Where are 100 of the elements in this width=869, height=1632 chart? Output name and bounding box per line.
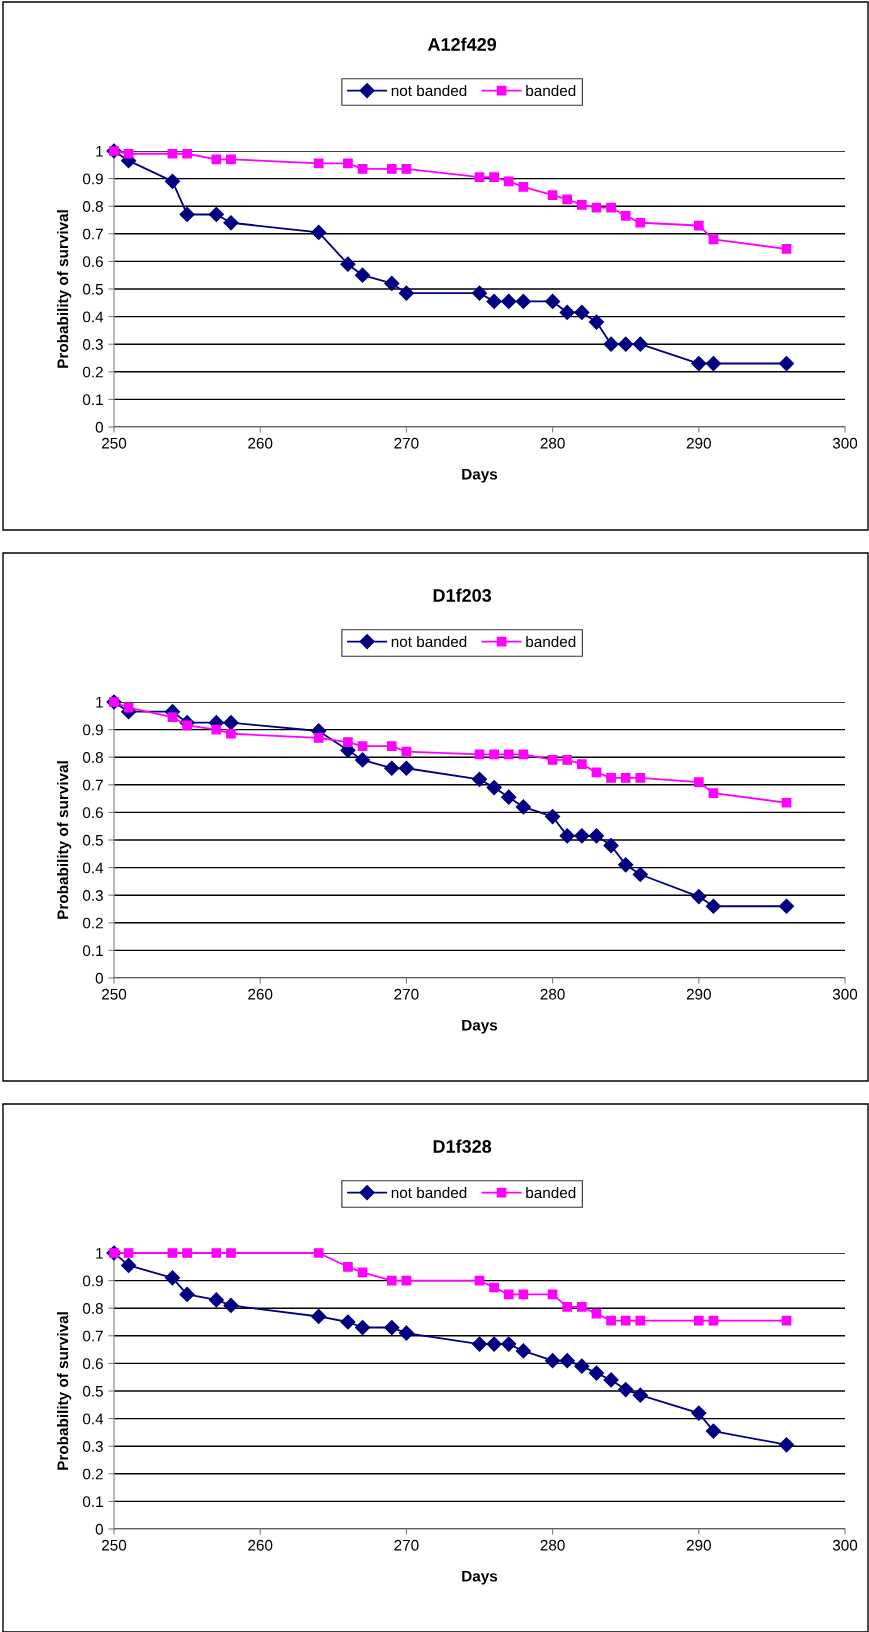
x-tick-label: 260 xyxy=(248,1539,273,1551)
point xyxy=(576,1301,587,1312)
point xyxy=(705,1423,721,1439)
point xyxy=(340,1314,356,1330)
x-tick-label: 300 xyxy=(832,437,858,449)
x-tick-label: 250 xyxy=(102,988,127,1000)
point xyxy=(167,148,178,159)
point xyxy=(311,1308,327,1325)
point xyxy=(562,194,573,205)
y-tick-label: 0 xyxy=(95,1523,103,1535)
y-tick-label: 0.1 xyxy=(82,945,103,957)
point xyxy=(545,1353,561,1369)
y-tick-label: 0.5 xyxy=(82,283,103,295)
y-axis-title: Probability of survival xyxy=(56,210,72,368)
point xyxy=(223,715,239,731)
y-tick-label: 0.8 xyxy=(82,1303,103,1314)
point xyxy=(489,749,499,760)
point xyxy=(471,285,488,301)
point xyxy=(620,210,631,221)
y-tick-label: 0.7 xyxy=(82,779,103,791)
point xyxy=(545,293,561,309)
y-axis-title: Probability of survival xyxy=(56,1312,72,1470)
point xyxy=(781,244,792,254)
point xyxy=(398,285,414,301)
point xyxy=(603,1372,619,1388)
point xyxy=(576,199,587,210)
point xyxy=(386,1275,397,1286)
point xyxy=(635,217,646,228)
point xyxy=(691,1405,707,1421)
point xyxy=(562,755,573,765)
y-tick-label: 0.4 xyxy=(82,862,104,874)
point xyxy=(606,1315,616,1326)
point xyxy=(503,176,514,187)
point xyxy=(311,224,327,240)
point xyxy=(182,148,192,159)
point xyxy=(398,1325,414,1341)
point xyxy=(386,741,397,752)
point xyxy=(705,898,721,914)
x-axis-title: Days xyxy=(462,468,498,483)
point xyxy=(208,1292,224,1308)
point xyxy=(574,828,590,844)
point xyxy=(635,1315,646,1326)
point xyxy=(693,220,704,231)
point xyxy=(518,182,529,192)
point xyxy=(515,1343,531,1359)
point xyxy=(167,1248,178,1258)
x-tick-label: 300 xyxy=(832,988,858,1000)
y-tick-label: 0.7 xyxy=(82,1330,103,1342)
point xyxy=(489,1282,499,1293)
y-tick-label: 0 xyxy=(95,972,103,984)
point xyxy=(343,158,353,169)
x-axis-title: Days xyxy=(462,1570,498,1585)
y-tick-label: 1 xyxy=(96,697,103,708)
point xyxy=(386,164,397,174)
x-tick-label: 270 xyxy=(394,988,419,1000)
x-axis-title: Days xyxy=(462,1019,498,1034)
point xyxy=(708,788,719,798)
point xyxy=(354,267,371,283)
point xyxy=(574,304,590,321)
point xyxy=(401,164,412,174)
y-tick-label: 0.4 xyxy=(82,1413,104,1425)
point xyxy=(588,828,605,844)
point xyxy=(226,728,236,739)
x-tick-label: 290 xyxy=(686,437,711,449)
legend-label: banded xyxy=(526,84,576,97)
chart-title: D1f328 xyxy=(433,1139,492,1153)
point xyxy=(226,1248,236,1258)
legend-label: not banded xyxy=(391,84,467,97)
y-tick-label: 0.7 xyxy=(82,228,103,240)
point xyxy=(486,1336,502,1352)
point xyxy=(123,148,134,159)
point xyxy=(357,741,368,752)
point xyxy=(384,760,400,776)
y-tick-label: 1 xyxy=(96,146,103,157)
point xyxy=(503,1289,514,1300)
point xyxy=(705,355,721,372)
point xyxy=(588,314,605,330)
point xyxy=(547,190,558,201)
point xyxy=(471,771,488,787)
point xyxy=(340,256,356,272)
point xyxy=(591,1308,602,1319)
point xyxy=(606,773,616,783)
point xyxy=(603,837,619,854)
x-tick-label: 260 xyxy=(248,988,273,1000)
point xyxy=(559,828,575,844)
x-tick-label: 290 xyxy=(686,1539,711,1551)
point xyxy=(632,866,648,883)
point xyxy=(632,336,648,352)
point xyxy=(618,857,634,873)
point xyxy=(576,759,587,769)
point xyxy=(620,773,631,783)
point xyxy=(515,293,531,309)
point xyxy=(518,749,529,760)
point xyxy=(313,158,324,169)
y-tick-label: 0.2 xyxy=(82,917,103,929)
x-tick-label: 270 xyxy=(394,1539,419,1551)
point xyxy=(343,737,353,747)
point xyxy=(503,749,514,760)
x-tick-label: 280 xyxy=(540,437,565,449)
y-tick-label: 0 xyxy=(95,421,103,433)
